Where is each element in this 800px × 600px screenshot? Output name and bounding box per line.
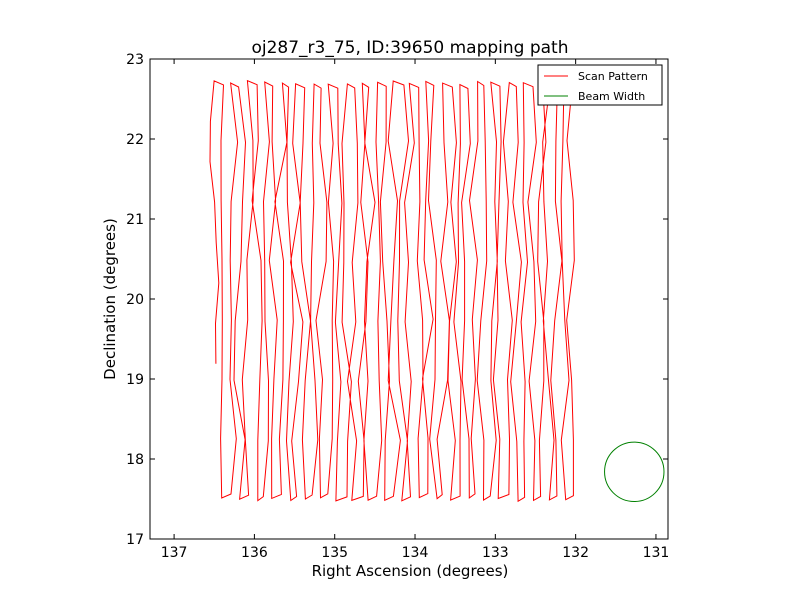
y-tick-label: 17 — [126, 532, 144, 548]
legend: Scan Pattern Beam Width — [537, 64, 663, 106]
x-axis-ticks: 137 136 135 134 133 132 131 — [161, 59, 670, 561]
beam-width-circle — [604, 441, 665, 503]
legend-beam-width-label: Beam Width — [578, 90, 645, 103]
x-axis-label: Right Ascension (degrees) — [312, 562, 509, 580]
y-tick-label: 18 — [126, 452, 144, 468]
x-tick-label: 134 — [402, 545, 429, 561]
y-axis-ticks: 17 18 19 20 21 22 23 — [126, 52, 668, 548]
x-tick-label: 136 — [241, 545, 268, 561]
x-tick-label: 137 — [161, 545, 188, 561]
y-tick-label: 22 — [126, 132, 144, 148]
legend-scan-pattern-label: Scan Pattern — [578, 70, 648, 83]
scan-pattern-line — [209, 79, 582, 503]
legend-box — [537, 64, 663, 106]
x-tick-label: 135 — [321, 545, 348, 561]
y-axis-label: Declination (degrees) — [101, 218, 119, 380]
y-tick-label: 19 — [126, 372, 144, 388]
chart-title: oj287_r3_75, ID:39650 mapping path — [251, 38, 568, 58]
y-tick-label: 21 — [126, 212, 144, 228]
x-tick-label: 132 — [562, 545, 589, 561]
x-tick-label: 133 — [482, 545, 509, 561]
y-tick-label: 23 — [126, 52, 144, 68]
y-tick-label: 20 — [126, 292, 144, 308]
plot-area — [209, 79, 665, 503]
x-tick-label: 131 — [643, 545, 670, 561]
